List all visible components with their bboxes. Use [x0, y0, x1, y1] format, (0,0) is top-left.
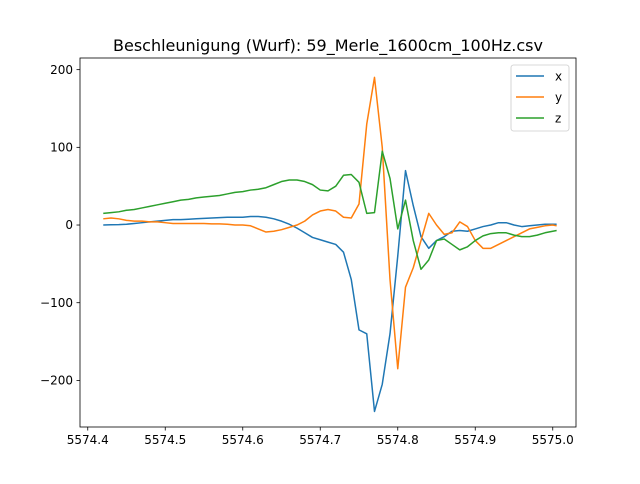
y-tick-label: −200	[40, 374, 73, 388]
legend: xyz	[510, 64, 570, 132]
y-tick-label: 200	[50, 63, 73, 77]
x-tick-label: 5574.9	[454, 433, 496, 447]
series-line-y	[103, 76, 557, 370]
legend-label-x: x	[555, 69, 562, 83]
axes: 5574.4 5574.5 5574.6 5574.7 5574.8 5574.9 5575…	[40, 57, 577, 447]
chart-title: Beschleunigung (Wurf): 59_Merle_1600cm_1…	[113, 36, 543, 56]
x-tick-label: 5574.5	[144, 433, 186, 447]
x-tick-label: 5574.6	[222, 433, 264, 447]
y-tick-label: 100	[50, 141, 73, 155]
x-tick-label: 5574.8	[377, 433, 419, 447]
series-line-z	[103, 150, 557, 271]
legend-label-y: y	[555, 90, 562, 104]
legend-label-z: z	[555, 111, 561, 125]
x-tick-label: 5574.4	[67, 433, 109, 447]
y-tick-label: −100	[40, 296, 73, 310]
axes-frame	[79, 57, 577, 428]
x-tick-label: 5575.0	[532, 433, 574, 447]
series-line-x	[103, 169, 557, 413]
legend-box	[510, 64, 570, 132]
x-tick-label: 5574.7	[299, 433, 341, 447]
y-tick-label: 0	[65, 218, 73, 232]
plot-area	[103, 76, 557, 413]
